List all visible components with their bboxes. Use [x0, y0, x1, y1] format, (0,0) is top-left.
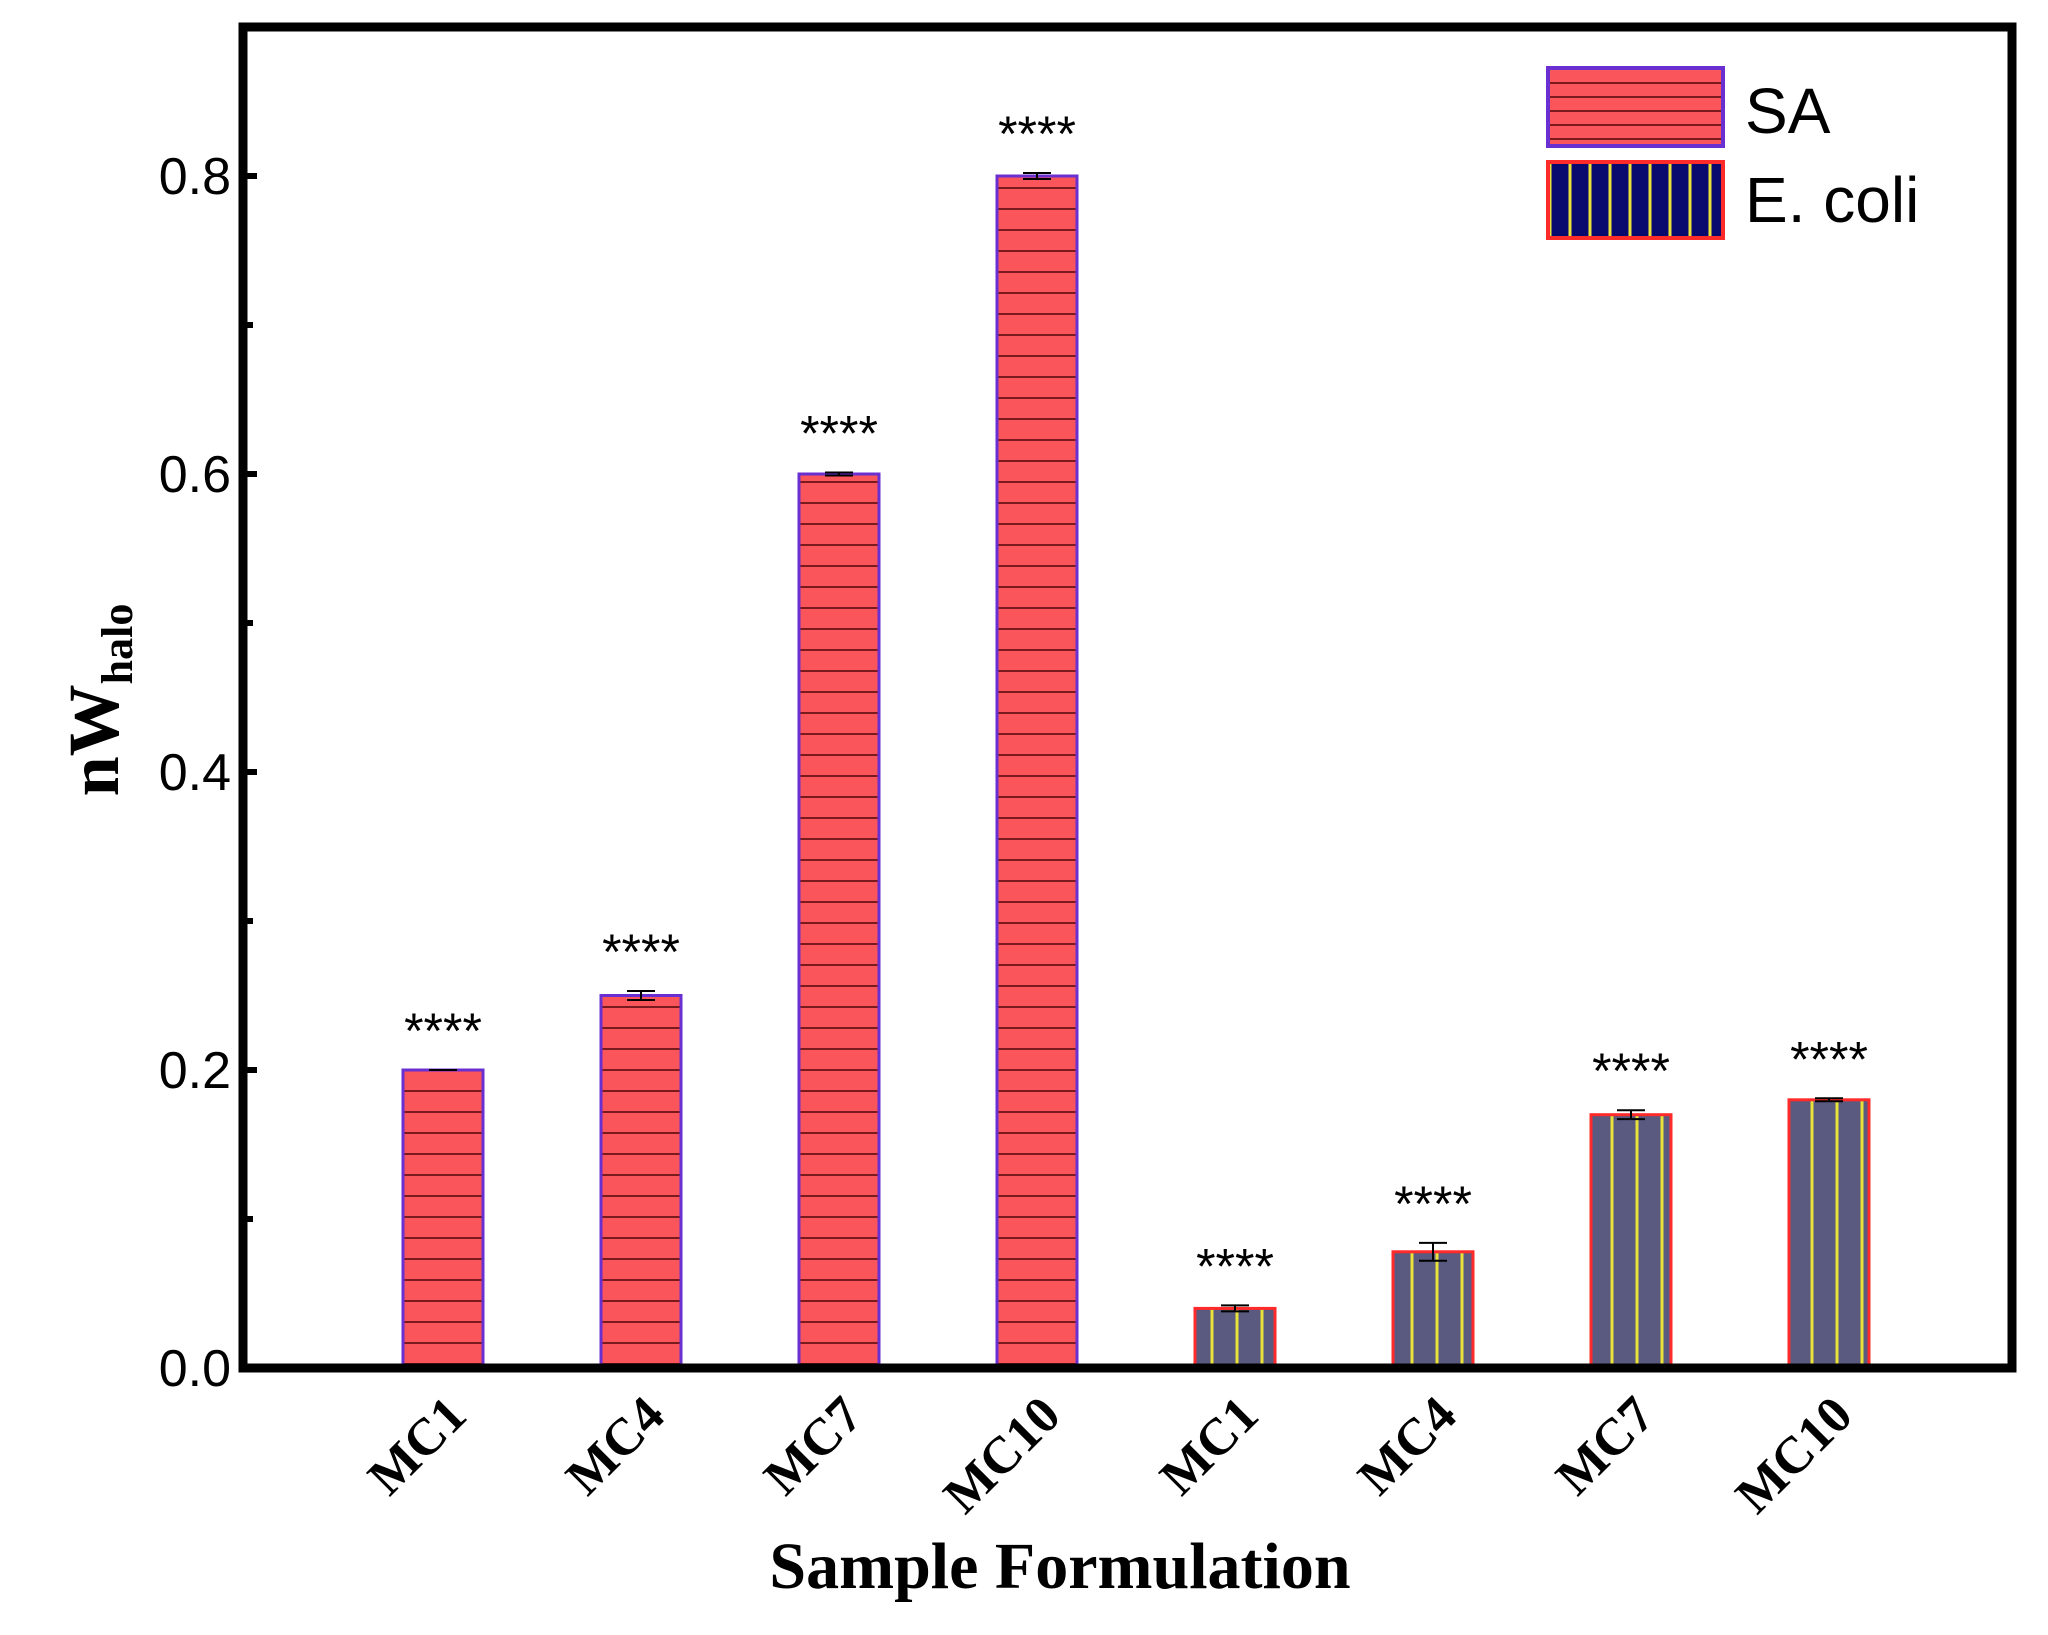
y-tick-label: 0.0	[159, 1340, 231, 1398]
error-bars-layer	[429, 172, 1843, 1313]
legend-swatch-sa	[1546, 66, 1725, 148]
x-tick-label: MC7	[1546, 1386, 1666, 1506]
y-axis-title: nWhalo	[54, 604, 142, 797]
error-bar	[1221, 1304, 1249, 1313]
significance-label: ****	[1790, 1031, 1868, 1087]
y-tick-label: 0.8	[159, 148, 231, 206]
x-tick-label: MC10	[933, 1386, 1071, 1524]
error-bar	[825, 471, 853, 477]
significance-label: ****	[800, 406, 878, 462]
legend: SA E. coli	[1546, 66, 1919, 240]
significance-label: ****	[1196, 1238, 1274, 1294]
y-axis: 0.0 0.2 0.4 0.6 0.8	[159, 148, 257, 1398]
bars-layer	[401, 174, 1871, 1370]
bar-sa-mc7	[797, 472, 881, 1370]
significance-label: ****	[404, 1003, 482, 1059]
error-bar	[1023, 172, 1051, 180]
significance-label: ****	[998, 106, 1076, 162]
legend-label-sa: SA	[1745, 75, 1831, 147]
bar-ecoli-mc1	[1193, 1306, 1277, 1370]
x-tick-label: MC7	[754, 1386, 874, 1506]
bar-ecoli-mc10	[1787, 1098, 1871, 1370]
error-bar	[1617, 1109, 1645, 1121]
bar-sa-mc10	[995, 174, 1079, 1370]
x-tick-label: MC4	[1348, 1386, 1468, 1506]
error-bar	[1419, 1241, 1447, 1262]
x-tick-label: MC10	[1725, 1386, 1863, 1524]
significance-label: ****	[1394, 1176, 1472, 1232]
y-tick-label: 0.4	[159, 744, 231, 802]
x-axis-title: Sample Formulation	[769, 1530, 1350, 1603]
x-tick-label: MC1	[1150, 1386, 1270, 1506]
x-axis-categories: MC1 MC4 MC7 MC10 MC1 MC4 MC7 MC10	[358, 1386, 1864, 1524]
bar-ecoli-mc7	[1589, 1113, 1673, 1370]
error-bar	[627, 990, 655, 1001]
y-tick-label: 0.6	[159, 446, 231, 504]
x-tick-label: MC4	[556, 1386, 676, 1506]
significance-label: ****	[602, 924, 680, 980]
significance-layer: **** **** **** **** **** **** **** ****	[404, 106, 1868, 1294]
significance-label: ****	[1592, 1043, 1670, 1099]
x-tick-label: MC1	[358, 1386, 478, 1506]
legend-label-ecoli: E. coli	[1745, 164, 1919, 236]
bar-sa-mc4	[599, 994, 683, 1370]
bar-ecoli-mc4	[1391, 1250, 1475, 1370]
plot-frame	[238, 22, 2017, 1373]
error-bar	[1815, 1097, 1843, 1103]
bar-sa-mc1	[401, 1068, 485, 1370]
y-tick-label: 0.2	[159, 1042, 231, 1100]
legend-swatch-ecoli	[1546, 160, 1725, 240]
